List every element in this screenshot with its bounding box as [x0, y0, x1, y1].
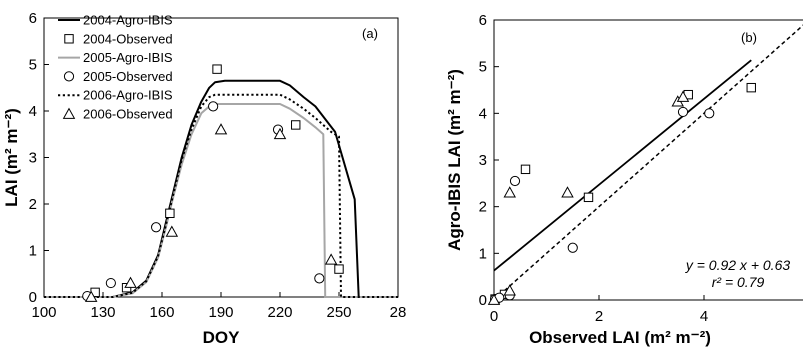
data-point	[291, 120, 301, 130]
y-tick-label: 0	[29, 289, 37, 306]
panel-label: (a)	[362, 26, 378, 41]
legend-label: 2006-Agro-IBIS	[83, 88, 173, 103]
data-point	[503, 186, 516, 198]
x-axis-title: Observed LAI (m² m⁻²)	[529, 328, 711, 347]
panel-b-chart: 01234560246Observed LAI (m² m⁻²)Agro-IBI…	[445, 12, 803, 347]
y-axis-title: Agro-IBIS LAI (m² m⁻²)	[445, 69, 464, 251]
data-point	[151, 222, 162, 233]
data-point	[676, 90, 690, 102]
x-tick-label: 100	[31, 304, 56, 321]
data-point	[314, 273, 325, 284]
x-tick-label: 28	[390, 304, 407, 321]
x-tick-label: 250	[326, 304, 351, 321]
data-point	[520, 164, 531, 175]
legend-label: 2004-Observed	[83, 31, 173, 46]
regression-line	[493, 59, 752, 272]
x-tick-label: 220	[267, 304, 292, 321]
one-to-one-line	[493, 24, 803, 301]
data-point	[165, 208, 175, 219]
data-point	[677, 106, 689, 118]
data-point	[487, 293, 501, 305]
y-tick-label: 4	[479, 105, 487, 122]
data-point	[561, 186, 574, 198]
y-tick-label: 0	[479, 292, 487, 309]
y-tick-label: 6	[29, 10, 37, 27]
x-tick-label: 130	[90, 304, 115, 321]
y-tick-label: 3	[29, 150, 37, 167]
panel-label: (b)	[741, 30, 757, 45]
legend-marker-swatch	[64, 34, 74, 44]
x-tick-label: 2	[595, 308, 603, 325]
y-axis-title: LAI (m² m⁻²)	[2, 108, 21, 207]
x-tick-label: 0	[490, 308, 498, 325]
data-point	[704, 108, 715, 119]
data-point	[503, 284, 516, 296]
data-point	[165, 225, 179, 237]
legend-label: 2005-Observed	[83, 69, 173, 84]
data-point	[273, 127, 287, 140]
data-point	[567, 242, 578, 253]
data-point	[324, 253, 338, 265]
y-tick-label: 2	[29, 196, 37, 213]
data-point	[214, 123, 228, 135]
series-line	[44, 93, 398, 298]
y-tick-label: 1	[29, 243, 37, 260]
data-point	[746, 82, 756, 93]
data-point	[212, 64, 222, 74]
data-point	[334, 264, 344, 274]
legend-marker-swatch	[62, 107, 76, 119]
data-point	[509, 175, 521, 187]
r-squared-label: r² = 0.79	[712, 274, 765, 290]
data-point	[583, 192, 594, 203]
legend-marker-swatch	[63, 71, 75, 82]
y-tick-label: 5	[479, 59, 487, 76]
y-tick-label: 2	[479, 199, 487, 216]
legend-label: 2006-Observed	[83, 107, 173, 122]
y-tick-label: 6	[479, 12, 487, 29]
regression-equation: y = 0.92 x + 0.63	[685, 257, 791, 273]
legend-label: 2005-Agro-IBIS	[83, 50, 173, 65]
panel-a-chart: 0 1 2 3 4 5 6 100 130 160 190 220 250 28 DOY LAI (m² m⁻…	[2, 10, 406, 347]
y-tick-label: 5	[29, 57, 37, 74]
data-point	[208, 101, 219, 112]
y-tick-label: 1	[479, 245, 487, 262]
y-tick-label: 4	[29, 103, 37, 120]
x-axis-title: DOY	[203, 328, 241, 347]
x-tick-label: 160	[149, 304, 174, 321]
x-tick-label: 190	[208, 304, 233, 321]
data-point	[84, 290, 98, 302]
x-tick-label: 4	[700, 308, 708, 325]
legend-label: 2004-Agro-IBIS	[83, 13, 173, 28]
data-point	[124, 276, 137, 288]
y-tick-label: 3	[479, 152, 487, 169]
data-point	[105, 277, 116, 289]
